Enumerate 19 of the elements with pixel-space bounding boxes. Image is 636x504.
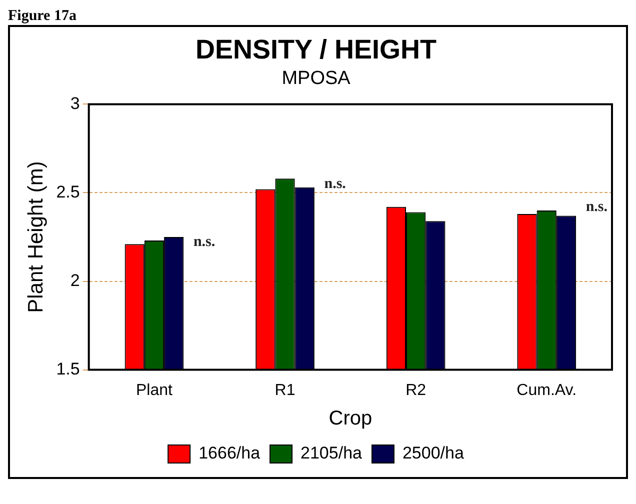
y-tick-label: 2.5 [56, 182, 80, 202]
annotation: n.s. [193, 234, 216, 250]
legend-label: 2500/ha [402, 444, 464, 463]
y-tick-label: 2 [70, 270, 80, 290]
annotation: n.s. [586, 198, 608, 215]
y-tick-label: 3 [70, 94, 80, 113]
legend-label: 2105/ha [300, 444, 363, 463]
y-axis-title: Plant Height (m) [24, 161, 48, 313]
x-tick-label: R2 [406, 382, 426, 399]
annotation: n.s. [324, 176, 346, 192]
caption: Figure 17a [8, 8, 78, 25]
x-tick-label: Cum.Av. [516, 382, 577, 399]
x-tick-label: Plant [136, 382, 174, 399]
chart-title: DENSITY / HEIGHT [195, 34, 438, 65]
x-axis-title: Crop [328, 408, 372, 430]
y-tick-label: 1.5 [56, 359, 80, 378]
legend-label: 1666/ha [198, 444, 261, 463]
chart-subtitle: MPOSA [282, 68, 351, 90]
x-tick-label: R1 [274, 382, 296, 399]
